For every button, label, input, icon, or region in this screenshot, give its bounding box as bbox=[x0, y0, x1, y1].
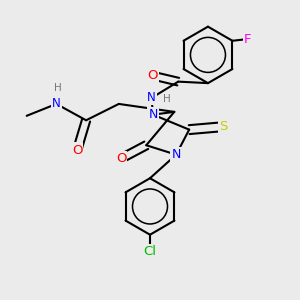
Text: N: N bbox=[147, 92, 156, 104]
Text: N: N bbox=[148, 108, 158, 121]
Text: S: S bbox=[219, 120, 227, 133]
Text: O: O bbox=[116, 152, 126, 165]
Text: F: F bbox=[244, 33, 252, 46]
Text: O: O bbox=[72, 143, 83, 157]
Text: H: H bbox=[54, 82, 62, 93]
Text: H: H bbox=[163, 94, 170, 104]
Text: N: N bbox=[172, 148, 181, 161]
Text: N: N bbox=[52, 98, 61, 110]
Text: Cl: Cl bbox=[143, 244, 157, 258]
Text: O: O bbox=[148, 69, 158, 82]
